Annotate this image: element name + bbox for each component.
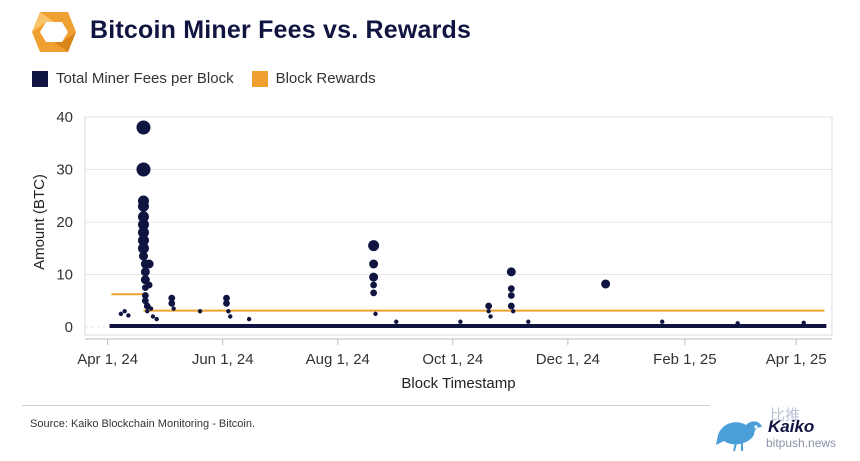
- y-axis-title: Amount (BTC): [31, 174, 48, 270]
- plot-area: [84, 116, 833, 336]
- chart-legend: Total Miner Fees per Block Block Rewards: [32, 70, 394, 87]
- x-tick-label: Oct 1, 24: [422, 351, 483, 368]
- brand-name: Kaiko: [768, 417, 815, 436]
- fee-point: [137, 211, 149, 223]
- fee-point: [150, 314, 156, 319]
- x-tick-label: Feb 1, 25: [653, 351, 716, 368]
- fee-point: [168, 299, 176, 307]
- fee-point: [223, 294, 230, 302]
- fee-point: [126, 313, 131, 318]
- fee-point: [735, 321, 740, 326]
- fee-point: [137, 200, 149, 212]
- y-tick-label: 40: [56, 109, 73, 126]
- fee-point: [394, 319, 399, 324]
- legend-item-rewards: Block Rewards: [251, 70, 376, 87]
- fee-point: [373, 311, 378, 317]
- legend-swatch-rewards: [251, 70, 268, 87]
- fee-point: [660, 319, 665, 324]
- x-axis-title: Block Timestamp: [401, 375, 515, 392]
- page-title: Bitcoin Miner Fees vs. Rewards: [90, 16, 472, 44]
- brand-logo: [32, 12, 76, 52]
- x-tick-label: Jun 1, 24: [192, 351, 254, 368]
- fee-point: [138, 251, 148, 261]
- legend-label-fees: Total Miner Fees per Block: [56, 70, 234, 87]
- fee-point: [370, 281, 378, 289]
- fee-point: [526, 319, 531, 324]
- fee-point: [137, 234, 149, 246]
- legend-label-rewards: Block Rewards: [275, 70, 376, 87]
- bird-icon: [716, 421, 762, 452]
- watermark-cn: 比推: [770, 407, 801, 424]
- fee-point: [601, 279, 611, 289]
- fee-point: [137, 227, 149, 238]
- fee-point: [143, 302, 151, 310]
- legend-swatch-fees: [32, 70, 48, 87]
- fee-point: [511, 309, 516, 314]
- fee-point: [141, 292, 149, 299]
- fee-point: [145, 281, 153, 289]
- fee-point: [137, 219, 149, 231]
- footer-divider: [22, 405, 710, 406]
- fee-point: [507, 302, 515, 310]
- fee-point: [370, 289, 378, 297]
- fee-point: [122, 309, 127, 314]
- source-note: Source: Kaiko Blockchain Monitoring - Bi…: [30, 418, 255, 430]
- watermark-url: bitpush.news: [766, 436, 837, 450]
- fee-point: [228, 314, 233, 319]
- fee-point: [148, 306, 154, 311]
- fee-point: [136, 120, 151, 135]
- fee-point: [223, 299, 230, 307]
- fee-point: [801, 320, 806, 325]
- fee-point: [144, 259, 154, 269]
- fees-baseline-band: [109, 324, 827, 328]
- fee-point: [458, 319, 463, 324]
- fee-point: [140, 267, 150, 277]
- fees-vs-rewards-chart: 0 10 20 30 40 Apr 1, 24 Jun 1, 24 Aug 1, 24 Oct …: [31, 109, 833, 392]
- fee-point: [507, 292, 515, 299]
- x-tick-label: Aug 1, 24: [306, 351, 370, 368]
- fee-point: [507, 285, 515, 293]
- fee-point: [369, 259, 379, 269]
- x-tick-label: Apr 1, 24: [77, 351, 138, 368]
- fee-point: [226, 309, 231, 314]
- fee-point: [137, 242, 149, 254]
- fee-point: [369, 272, 379, 282]
- fee-point: [118, 311, 124, 317]
- fee-point: [485, 302, 493, 310]
- fee-point: [154, 316, 159, 322]
- fee-point: [368, 240, 380, 252]
- fee-point: [136, 162, 151, 177]
- legend-item-fees: Total Miner Fees per Block: [32, 70, 234, 87]
- fee-point: [486, 309, 491, 314]
- y-tick-label: 10: [56, 267, 73, 284]
- y-tick-label: 0: [65, 319, 73, 336]
- fee-point: [197, 309, 203, 314]
- x-tick-label: Apr 1, 25: [766, 351, 827, 368]
- fee-point: [141, 297, 149, 305]
- fee-point: [145, 309, 150, 314]
- y-tick-label: 30: [56, 162, 73, 179]
- y-tick-label: 20: [56, 214, 73, 231]
- fee-point: [246, 316, 252, 322]
- fee-point: [506, 267, 516, 277]
- x-tick-label: Dec 1, 24: [536, 351, 600, 368]
- fee-point: [168, 294, 176, 302]
- fee-point: [171, 306, 176, 311]
- fee-point: [488, 314, 493, 319]
